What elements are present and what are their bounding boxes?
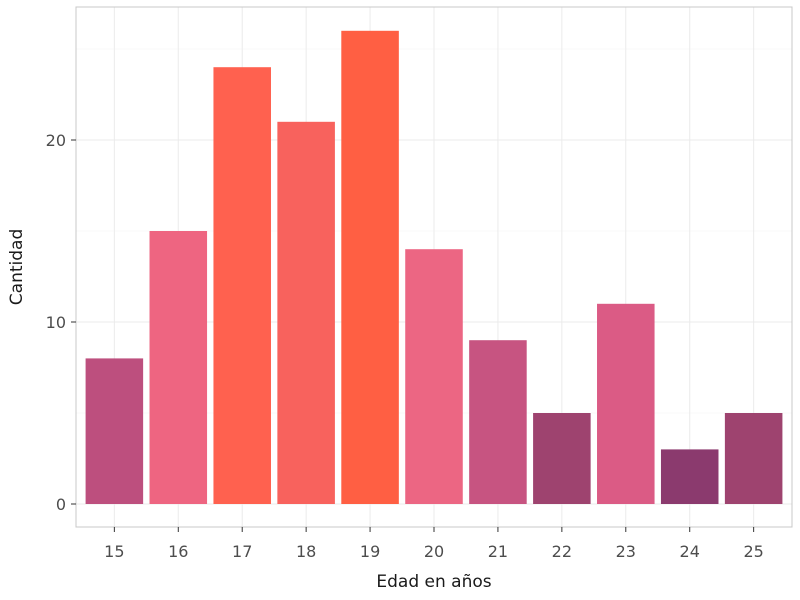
bar-17 (213, 67, 271, 504)
bar-15 (85, 358, 144, 504)
y-tick-label: 10 (46, 313, 66, 332)
bar-25 (724, 413, 783, 504)
x-tick-label: 19 (360, 542, 380, 561)
y-axis: 0 10 20 (46, 131, 76, 514)
bar-18 (277, 121, 335, 505)
x-tick-label: 17 (232, 542, 252, 561)
bar-19 (341, 30, 399, 505)
x-tick-label: 20 (424, 542, 444, 561)
x-tick-label: 21 (488, 542, 508, 561)
bar-24 (660, 449, 719, 504)
x-tick-label: 18 (296, 542, 316, 561)
y-tick-label: 0 (56, 495, 66, 514)
bar-23 (597, 303, 655, 504)
x-tick-label: 16 (168, 542, 188, 561)
x-axis-title: Edad en años (376, 572, 491, 592)
bar-16 (149, 231, 208, 504)
x-tick-label: 25 (743, 542, 763, 561)
y-axis-title: Cantidad (7, 229, 27, 305)
bar-21 (469, 340, 527, 504)
bar-22 (533, 413, 591, 504)
x-tick-label: 15 (104, 542, 124, 561)
x-tick-label: 23 (616, 542, 636, 561)
bars (85, 30, 783, 505)
x-axis: 15 16 17 18 19 20 21 22 23 24 25 (104, 527, 764, 561)
y-tick-label: 20 (46, 131, 66, 150)
x-tick-label: 24 (680, 542, 700, 561)
x-tick-label: 22 (552, 542, 572, 561)
bar-20 (405, 249, 463, 504)
